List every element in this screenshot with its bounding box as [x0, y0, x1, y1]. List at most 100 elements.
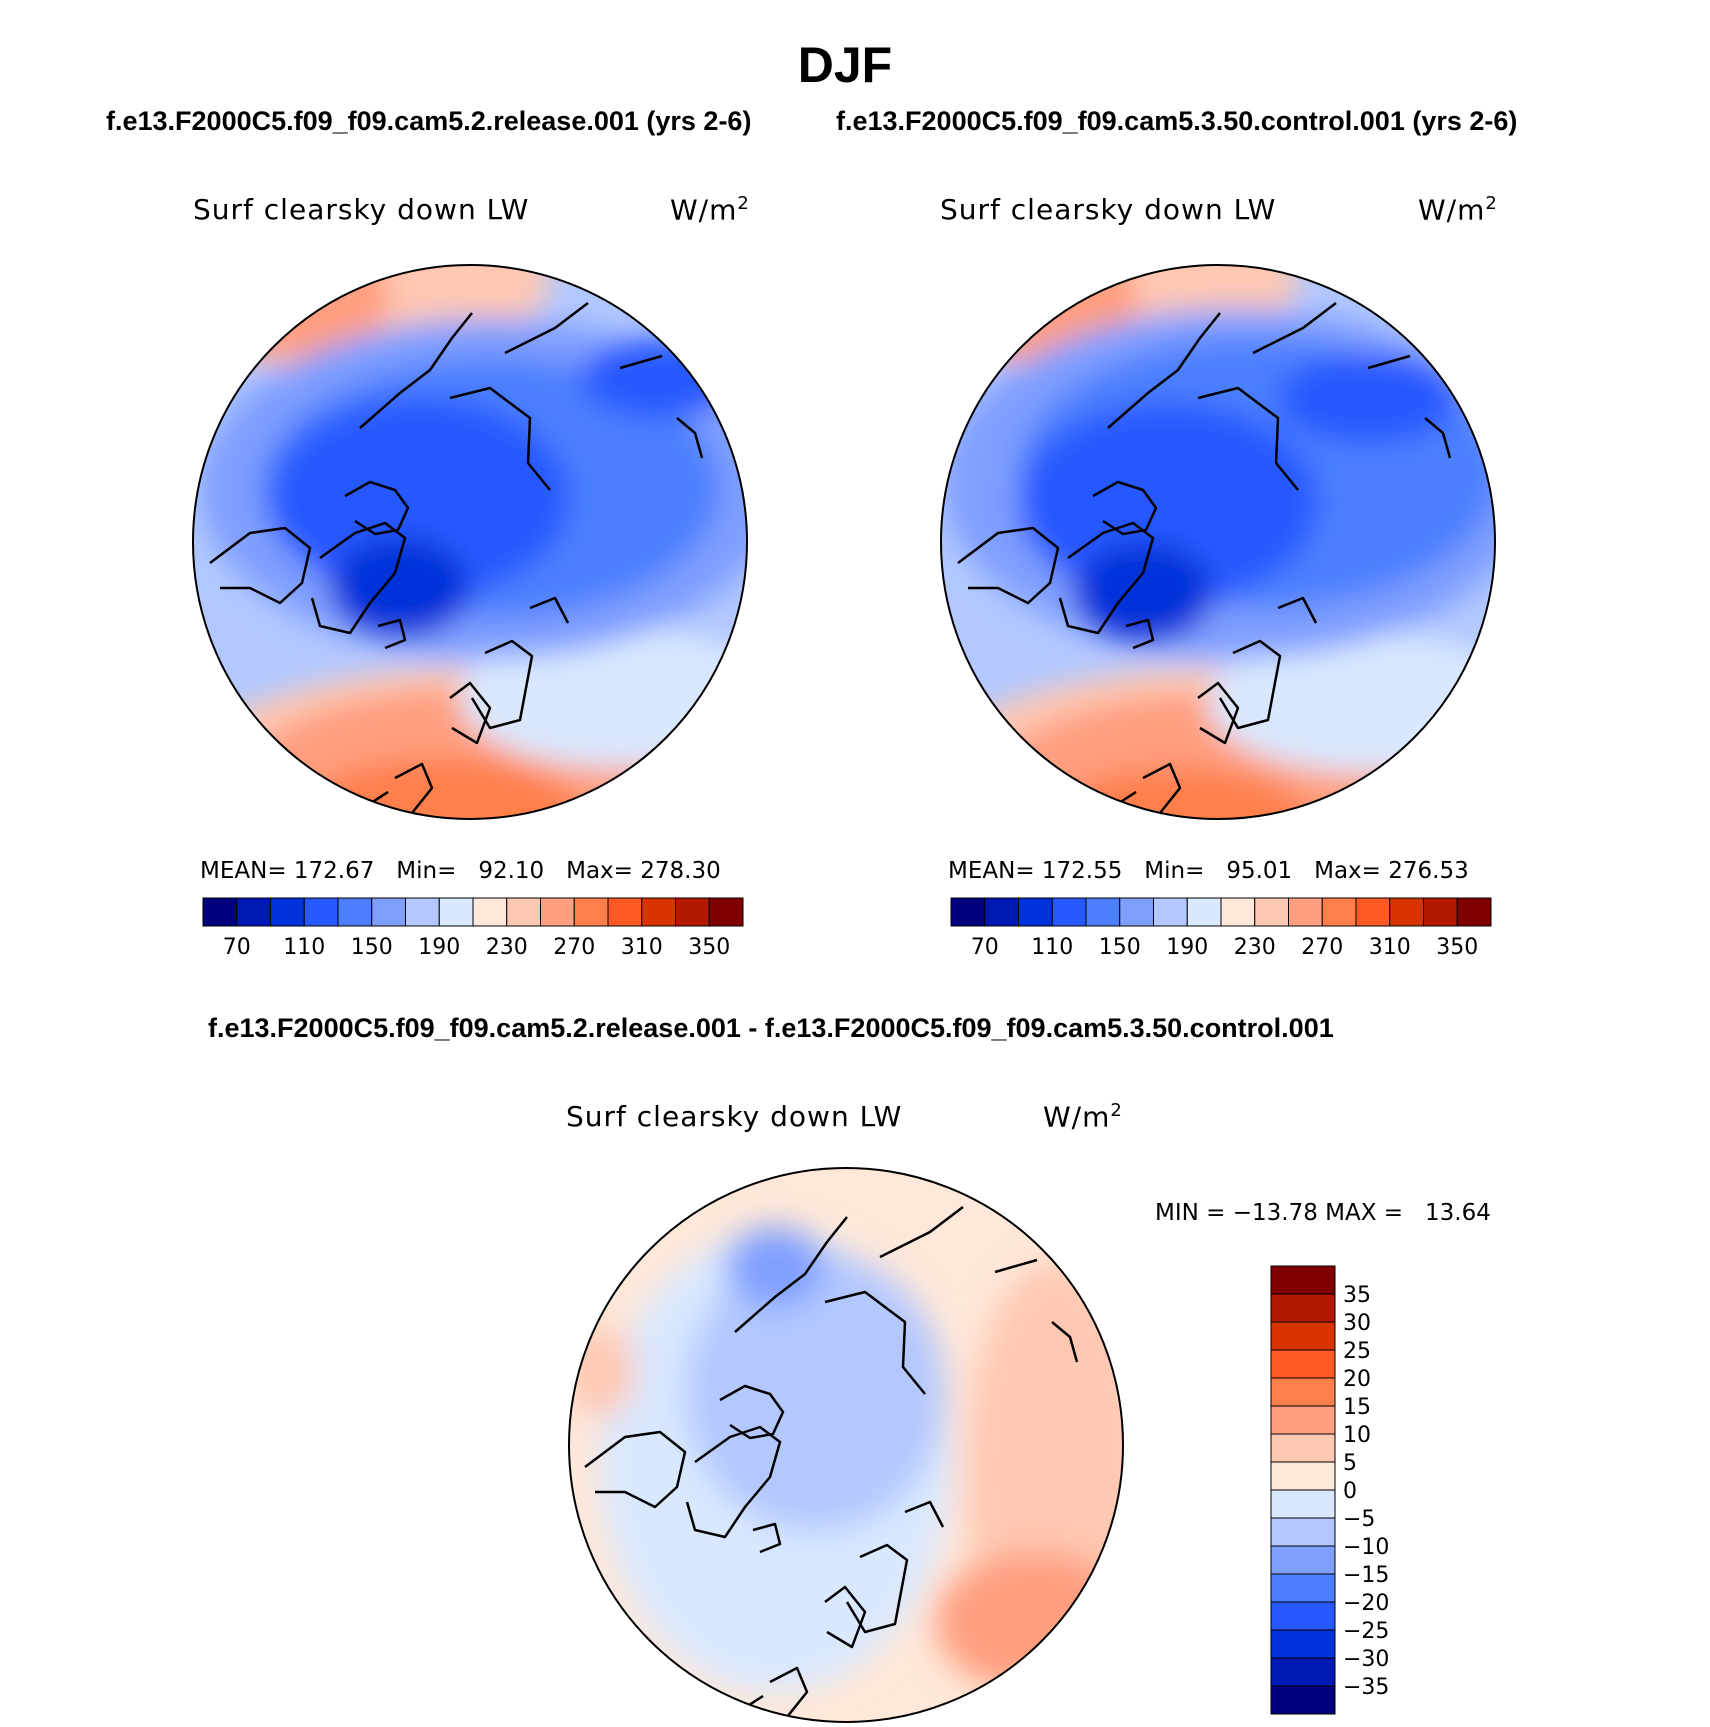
- panel3-colorbar-tick-label: 25: [1343, 1339, 1371, 1364]
- panel3-colorbar-tick-label: 35: [1343, 1283, 1371, 1308]
- panel1-colorbar-tick-label: 150: [350, 935, 393, 960]
- panel2-colorbar-swatch: [984, 897, 1019, 927]
- panel3-colorbar-swatch: [1270, 1685, 1336, 1715]
- panel3-colorbar-swatch: [1270, 1265, 1336, 1295]
- panel1-colorbar-swatch: [337, 897, 373, 927]
- panel3-colorbar-swatch: [1270, 1573, 1336, 1603]
- panel2-map-border: [940, 264, 1496, 820]
- panel1-colorbar-swatch: [641, 897, 676, 927]
- panel1-variable-label: Surf clearsky down LW: [193, 193, 530, 226]
- panel1-colorbar-swatch: [202, 897, 238, 927]
- panel3-colorbar-swatch: [1270, 1629, 1336, 1659]
- panel2-colorbar: [950, 897, 1492, 927]
- panel2-colorbar-tick-label: 350: [1436, 935, 1479, 960]
- panel3-variable-label: Surf clearsky down LW: [566, 1100, 903, 1133]
- panel1-colorbar-swatch: [506, 897, 541, 927]
- case2-title: f.e13.F2000C5.f09_f09.cam5.3.50.control.…: [836, 106, 1518, 136]
- panel2-colorbar-swatch: [1389, 897, 1424, 927]
- panel2-colorbar-tick-label: 110: [1031, 935, 1074, 960]
- panel3-colorbar-tick-label: 5: [1343, 1451, 1357, 1476]
- panel2-colorbar-tick-label: 150: [1098, 935, 1141, 960]
- panel1-colorbar-swatch: [438, 897, 474, 927]
- panel2-colorbar-tick-label: 70: [970, 935, 999, 960]
- panel2-coastlines: [957, 302, 1452, 819]
- panel3-colorbar-swatch: [1270, 1405, 1336, 1435]
- panel1-colorbar-tick-label: 190: [418, 935, 461, 960]
- panel1-colorbar-swatch: [607, 897, 643, 927]
- panel1-coastlines: [209, 302, 704, 819]
- panel2-colorbar-tick-label: 270: [1301, 935, 1344, 960]
- diff-title: f.e13.F2000C5.f09_f09.cam5.2.release.001…: [208, 1013, 1334, 1043]
- panel1-colorbar-tick-label: 310: [620, 935, 663, 960]
- panel2-colorbar-swatch: [1456, 897, 1492, 927]
- panel3-units-label: W/m2: [1043, 1100, 1123, 1134]
- panel2-colorbar-swatch: [1220, 897, 1256, 927]
- panel3-colorbar-tick-label: 30: [1343, 1311, 1371, 1336]
- panel3-colorbar-swatch: [1270, 1657, 1336, 1687]
- panel2-colorbar-swatch: [1355, 897, 1391, 927]
- panel2-colorbar-tick-label: 190: [1166, 935, 1209, 960]
- panel1-colorbar-swatch: [270, 897, 305, 927]
- case1-title: f.e13.F2000C5.f09_f09.cam5.2.release.001…: [106, 106, 752, 136]
- panel1-colorbar-swatch: [472, 897, 508, 927]
- panel3-colorbar-tick-label: −25: [1343, 1619, 1389, 1644]
- panel2-colorbar-swatch: [1085, 897, 1121, 927]
- panel3-colorbar-swatch: [1270, 1377, 1336, 1407]
- panel2-polar-map: [940, 264, 1496, 820]
- panel1-colorbar-swatch: [675, 897, 710, 927]
- panel3-min-max: MIN = −13.78 MAX = 13.64: [1155, 1200, 1491, 1226]
- panel3-colorbar-swatch: [1270, 1433, 1336, 1463]
- panel1-colorbar-swatch: [303, 897, 339, 927]
- panel3-colorbar-swatch: [1270, 1489, 1336, 1519]
- panel2-colorbar-tick-label: 230: [1233, 935, 1276, 960]
- panel1-colorbar-tick-label: 350: [688, 935, 731, 960]
- panel1-colorbar-swatch: [405, 897, 440, 927]
- panel3-colorbar-swatch: [1270, 1517, 1336, 1547]
- panel2-colorbar-swatch: [1288, 897, 1323, 927]
- panel1-colorbar-tick-label: 70: [222, 935, 251, 960]
- panel1-colorbar-swatch: [371, 897, 406, 927]
- panel2-colorbar-swatch: [1321, 897, 1357, 927]
- main-title: DJF: [797, 37, 893, 93]
- panel2-colorbar-swatch: [1186, 897, 1222, 927]
- panel3-colorbar-swatch: [1270, 1293, 1336, 1323]
- panel3-colorbar-swatch: [1270, 1601, 1336, 1631]
- panel3-colorbar-tick-label: −10: [1343, 1535, 1389, 1560]
- panel2-stats: MEAN= 172.55 Min= 95.01 Max= 276.53: [948, 858, 1469, 884]
- panel3-colorbar-swatch: [1270, 1349, 1336, 1379]
- panel1-colorbar-tick-label: 230: [485, 935, 528, 960]
- panel3-difference-map: [568, 1167, 1124, 1723]
- panel1-stats: MEAN= 172.67 Min= 92.10 Max= 278.30: [200, 858, 721, 884]
- panel3-colorbar-tick-label: −20: [1343, 1591, 1389, 1616]
- panel3-colorbar-tick-label: 0: [1343, 1479, 1357, 1504]
- panel3-colorbar: 35 30 25 20 15 10 5 0 −5 −10 −15 −20 −25 −30 −35: [1270, 1265, 1389, 1715]
- panel2-colorbar-tick-label: 310: [1368, 935, 1411, 960]
- panel3-colorbar-tick-label: 15: [1343, 1395, 1371, 1420]
- panel3-colorbar-tick-label: 20: [1343, 1367, 1371, 1392]
- panel1-map-border: [192, 264, 748, 820]
- panel2-colorbar-swatch: [1018, 897, 1053, 927]
- panel1-colorbar-swatch: [708, 897, 744, 927]
- panel2-colorbar-labels: 70 110 150 190 230 270 310 350: [950, 935, 1492, 965]
- panel1-colorbar-swatch: [573, 897, 609, 927]
- panel2-colorbar-swatch: [1153, 897, 1188, 927]
- panel3-colorbar-tick-label: −15: [1343, 1563, 1389, 1588]
- panel1-colorbar-tick-label: 270: [553, 935, 596, 960]
- panel1-polar-map: [192, 264, 748, 820]
- panel3-colorbar-swatch: [1270, 1461, 1336, 1491]
- panel2-colorbar-swatch: [1254, 897, 1289, 927]
- panel2-colorbar-swatch: [1051, 897, 1087, 927]
- panel2-colorbar-swatch: [950, 897, 986, 927]
- panel3-colorbar-tick-label: 10: [1343, 1423, 1371, 1448]
- panel1-colorbar-swatch: [540, 897, 575, 927]
- panel2-units-label: W/m2: [1418, 193, 1498, 227]
- panel3-colorbar-tick-label: −35: [1343, 1675, 1389, 1700]
- panel3-colorbar-tick-label: −30: [1343, 1647, 1389, 1672]
- panel3-colorbar-swatch: [1270, 1321, 1336, 1351]
- panel1-colorbar-tick-label: 110: [283, 935, 326, 960]
- panel1-colorbar: [202, 897, 744, 927]
- panel3-colorbar-swatch: [1270, 1545, 1336, 1575]
- panel1-colorbar-swatch: [236, 897, 271, 927]
- panel1-colorbar-labels: 70 110 150 190 230 270 310 350: [202, 935, 744, 965]
- panel1-units-label: W/m2: [670, 193, 750, 227]
